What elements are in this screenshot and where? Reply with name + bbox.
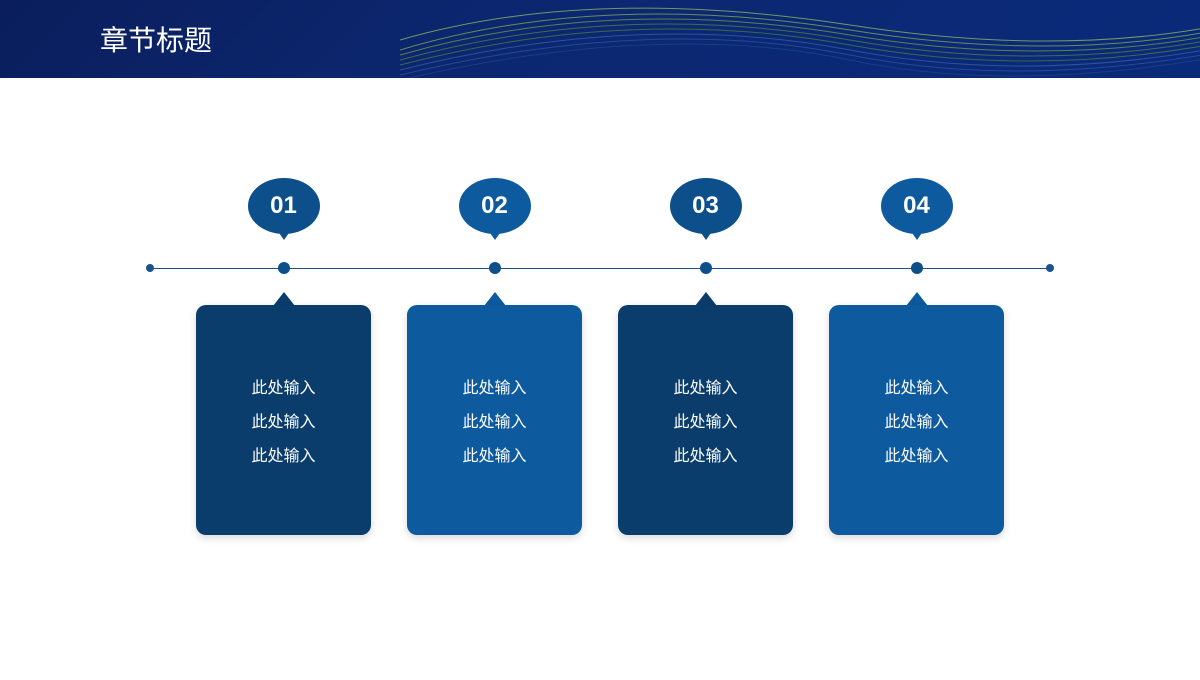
card-pointer [273, 292, 295, 306]
timeline-node [911, 262, 923, 274]
card-group-4: 04此处输入此处输入此处输入 [829, 178, 1004, 535]
timeline-node [700, 262, 712, 274]
cards-container: 01此处输入此处输入此处输入02此处输入此处输入此处输入03此处输入此处输入此处… [0, 178, 1200, 535]
card-pointer [695, 292, 717, 306]
content-card-4: 此处输入此处输入此处输入 [829, 305, 1004, 535]
badge-3: 03 [670, 178, 742, 234]
card-text-line: 此处输入 [673, 408, 737, 432]
content-area: 01此处输入此处输入此处输入02此处输入此处输入此处输入03此处输入此处输入此处… [0, 78, 1200, 535]
card-group-1: 01此处输入此处输入此处输入 [196, 178, 371, 535]
badge-4: 04 [881, 178, 953, 234]
card-group-3: 03此处输入此处输入此处输入 [618, 178, 793, 535]
content-card-2: 此处输入此处输入此处输入 [407, 305, 582, 535]
badge-1: 01 [248, 178, 320, 234]
card-text-line: 此处输入 [462, 442, 526, 466]
badge-number: 04 [903, 192, 930, 220]
card-text-line: 此处输入 [462, 408, 526, 432]
wave-decoration [400, 0, 1200, 78]
timeline-node [278, 262, 290, 274]
card-text-line: 此处输入 [673, 374, 737, 398]
card-text-line: 此处输入 [884, 408, 948, 432]
card-text-line: 此处输入 [884, 442, 948, 466]
page-title: 章节标题 [100, 19, 212, 59]
card-pointer [484, 292, 506, 306]
card-pointer [906, 292, 928, 306]
timeline-node [489, 262, 501, 274]
card-text-line: 此处输入 [251, 408, 315, 432]
content-card-3: 此处输入此处输入此处输入 [618, 305, 793, 535]
card-text-line: 此处输入 [884, 374, 948, 398]
card-text-line: 此处输入 [462, 374, 526, 398]
card-text-line: 此处输入 [251, 442, 315, 466]
card-group-2: 02此处输入此处输入此处输入 [407, 178, 582, 535]
badge-number: 03 [692, 192, 719, 220]
header-bar: 章节标题 [0, 0, 1200, 78]
content-card-1: 此处输入此处输入此处输入 [196, 305, 371, 535]
badge-number: 01 [270, 192, 297, 220]
card-text-line: 此处输入 [251, 374, 315, 398]
badge-2: 02 [459, 178, 531, 234]
badge-number: 02 [481, 192, 508, 220]
card-text-line: 此处输入 [673, 442, 737, 466]
